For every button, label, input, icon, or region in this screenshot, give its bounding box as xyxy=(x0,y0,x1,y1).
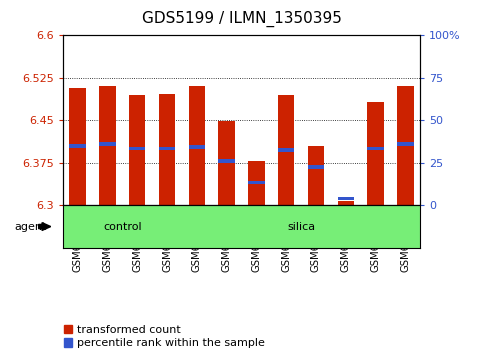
Bar xyxy=(129,147,145,150)
Bar xyxy=(63,205,182,248)
Bar xyxy=(129,95,145,205)
Legend: transformed count, percentile rank within the sample: transformed count, percentile rank withi… xyxy=(64,325,265,348)
Bar xyxy=(99,86,115,205)
Bar xyxy=(248,181,265,184)
Bar xyxy=(182,205,420,248)
Bar xyxy=(308,146,324,205)
Bar xyxy=(189,86,205,205)
Bar xyxy=(70,87,86,205)
Text: GDS5199 / ILMN_1350395: GDS5199 / ILMN_1350395 xyxy=(142,11,341,27)
Text: control: control xyxy=(103,222,142,232)
Bar xyxy=(159,94,175,205)
Text: agent: agent xyxy=(14,222,47,232)
Bar xyxy=(368,147,384,150)
Bar xyxy=(159,147,175,150)
Bar xyxy=(278,148,294,152)
Bar xyxy=(70,144,86,148)
Bar xyxy=(218,121,235,205)
Bar xyxy=(397,142,413,146)
Bar xyxy=(189,145,205,149)
Bar xyxy=(218,159,235,163)
Bar xyxy=(338,197,354,200)
Bar xyxy=(338,201,354,205)
Bar xyxy=(368,102,384,205)
Bar xyxy=(397,86,413,205)
Bar xyxy=(248,161,265,205)
Bar xyxy=(308,165,324,169)
Bar xyxy=(278,95,294,205)
Bar xyxy=(99,142,115,146)
Text: silica: silica xyxy=(287,222,315,232)
